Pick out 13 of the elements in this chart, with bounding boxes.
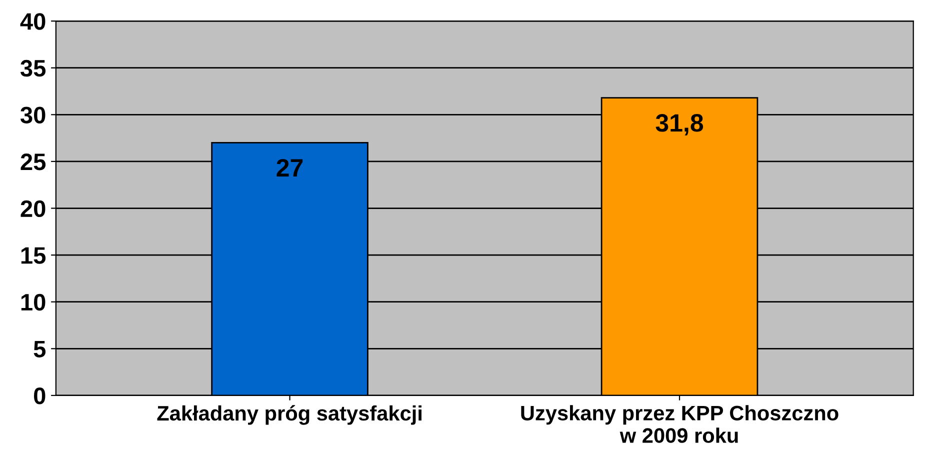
y-tick-label: 5 <box>34 340 46 358</box>
y-tick-label: 40 <box>20 13 46 30</box>
y-tick-label: 35 <box>20 60 46 77</box>
y-tick-label: 10 <box>21 294 46 311</box>
data-label: 31,8 <box>656 114 704 136</box>
y-tick-label: 25 <box>20 154 46 170</box>
y-tick-label: 15 <box>21 247 46 264</box>
y-tick-label: 0 <box>34 388 46 404</box>
x-tick-label: Zakładany próg satysfakcji <box>157 405 422 425</box>
x-tick-label: Uzyskany przez KPP Choszczno w 2009 roku <box>521 405 838 443</box>
y-tick-label: 30 <box>20 106 46 124</box>
y-tick-label: 20 <box>20 200 46 218</box>
data-label: 27 <box>276 158 303 176</box>
